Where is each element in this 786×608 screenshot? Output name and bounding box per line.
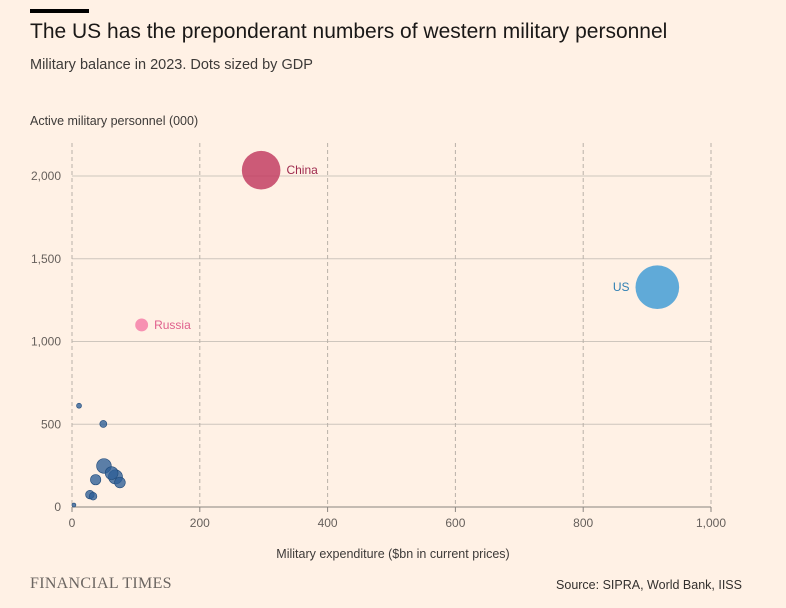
x-tick-label: 600 (445, 516, 465, 530)
source-note: Source: SIPRA, World Bank, IISS (556, 578, 742, 592)
x-axis-label-wrap: Military expenditure ($bn in current pri… (0, 547, 786, 561)
point-label-china: China (286, 163, 318, 177)
point (114, 476, 126, 489)
tick-labels: 0 500 1,000 1,500 2,000 0 200 400 600 800 1,000 (31, 169, 726, 530)
point (104, 466, 119, 480)
chart-subtitle: Military balance in 2023. Dots sized by … (30, 57, 313, 73)
point-label-us: US (613, 280, 630, 294)
y-tick-label: 1,500 (31, 252, 61, 266)
x-tick-label: 200 (190, 516, 210, 530)
y-tick-label: 2,000 (31, 169, 61, 183)
chart-title: The US has the preponderant numbers of w… (30, 20, 668, 43)
point-china (241, 150, 281, 190)
point (99, 420, 108, 428)
y-tick-label: 500 (41, 417, 61, 431)
point-us (635, 265, 680, 310)
x-tick-label: 800 (573, 516, 593, 530)
point (76, 402, 82, 409)
grid (71, 143, 712, 512)
x-axis-label: Military expenditure ($bn in current pri… (276, 547, 510, 561)
y-axis-label: Active military personnel (000) (30, 114, 199, 128)
point (90, 474, 102, 486)
ft-logo: FINANCIAL TIMES (30, 575, 172, 592)
x-tick-label: 400 (318, 516, 338, 530)
point (71, 502, 77, 508)
y-tick-label: 1,000 (31, 335, 61, 349)
brand-bar (30, 9, 89, 13)
y-tick-label: 0 (54, 500, 61, 514)
point-labels: US China Russia (154, 163, 629, 332)
point-russia (135, 318, 149, 332)
x-tick-label: 1,000 (696, 516, 726, 530)
point-label-russia: Russia (154, 318, 191, 332)
data-points (71, 150, 680, 508)
x-tick-label: 0 (69, 516, 76, 530)
point (88, 492, 98, 501)
